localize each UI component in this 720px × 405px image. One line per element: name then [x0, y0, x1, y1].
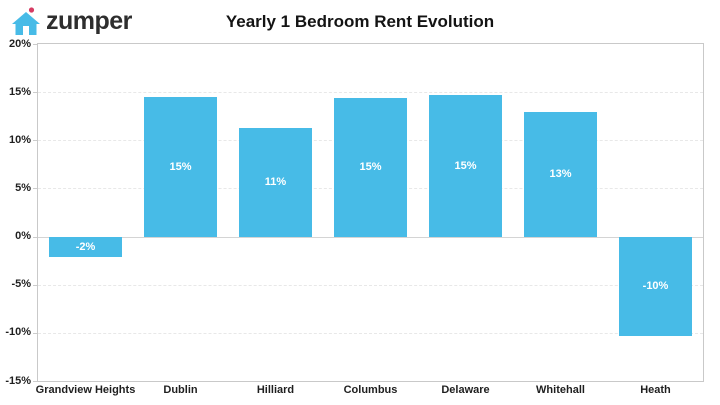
zumper-logo-text: zumper: [46, 6, 132, 35]
chart-title: Yearly 1 Bedroom Rent Evolution: [225, 12, 495, 31]
x-axis-category-label: Heath: [640, 384, 671, 396]
bar-columbus[interactable]: 15%: [334, 97, 407, 237]
y-axis-tick-label: 5%: [15, 181, 31, 194]
zero-gridline: [38, 236, 703, 238]
gridline: [38, 332, 703, 334]
bar-whitehall[interactable]: 13%: [524, 112, 597, 237]
y-axis-tick-mark: [33, 140, 37, 142]
y-axis-tick-mark: [33, 236, 37, 238]
y-axis-tick-mark: [33, 381, 37, 382]
y-axis-tick-label: 20%: [8, 37, 31, 50]
zumper-house-icon: [12, 7, 40, 35]
y-axis-tick-mark: [33, 188, 37, 190]
y-axis-tick-label: 10%: [8, 133, 31, 146]
y-axis-tick-mark: [33, 44, 37, 45]
bar-value-label: 13%: [549, 168, 572, 181]
bar-dublin[interactable]: 15%: [144, 97, 217, 237]
x-axis-category-label: Dublin: [163, 384, 198, 396]
y-axis-tick-label: 15%: [8, 85, 31, 98]
bar-hilliard[interactable]: 11%: [239, 127, 312, 237]
x-axis-category-label: Hilliard: [256, 384, 295, 396]
y-axis-tick-mark: [33, 92, 37, 94]
zumper-logo[interactable]: zumper: [10, 5, 132, 37]
bar-value-label: 11%: [264, 176, 287, 189]
y-axis-tick-label: -10%: [5, 326, 31, 339]
bar-grandview-heights[interactable]: -2%: [49, 236, 122, 257]
y-axis-tick-mark: [33, 284, 37, 286]
bar-value-label: 15%: [454, 159, 477, 172]
x-axis-category-label: Whitehall: [536, 384, 585, 396]
y-axis-tick-label: -15%: [5, 374, 31, 387]
bar-heath[interactable]: -10%: [619, 236, 692, 336]
bar-value-label: 15%: [359, 161, 382, 174]
x-axis-category-label: Grandview Heights: [35, 384, 136, 396]
bar-delaware[interactable]: 15%: [429, 95, 502, 237]
gridline: [38, 284, 703, 286]
bar-value-label: 15%: [169, 160, 192, 173]
y-axis-tick-label: 0%: [15, 230, 31, 243]
plot-area: -2% 15% 11% 15% 15% 13% -10%: [37, 43, 704, 382]
gridline: [38, 92, 703, 94]
x-axis-category-label: Columbus: [343, 384, 398, 396]
y-axis-tick-mark: [33, 332, 37, 334]
bar-value-label: -2%: [75, 240, 96, 253]
y-axis-tick-label: -5%: [11, 278, 31, 291]
bar-value-label: -10%: [642, 280, 669, 293]
x-axis-category-label: Delaware: [441, 384, 490, 396]
